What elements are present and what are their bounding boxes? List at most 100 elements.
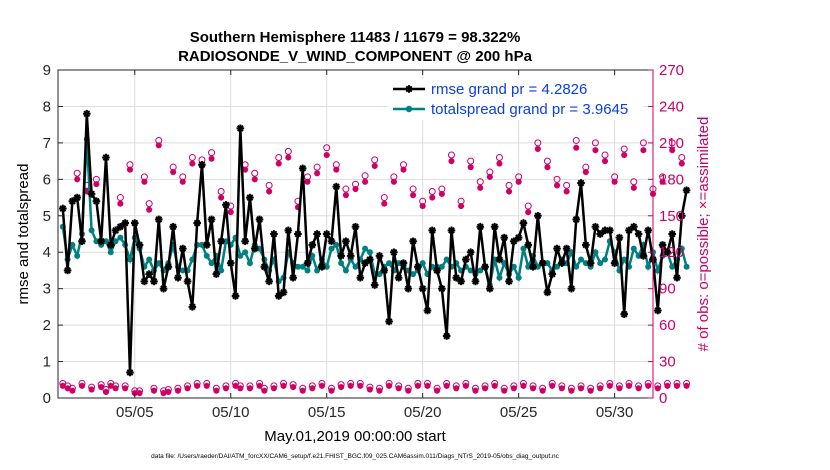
- obs-assimilated-point: [122, 385, 129, 392]
- obs-assimilated-point: [654, 385, 661, 392]
- rmse-point: [183, 277, 192, 286]
- x-tick-label: 05/10: [212, 404, 250, 421]
- obs-possible-point: [380, 194, 388, 202]
- obs-assimilated-point: [630, 184, 637, 191]
- rmse-point: [653, 306, 662, 315]
- rmse-point: [452, 273, 461, 282]
- legend-marker-spread: [405, 105, 413, 113]
- rmse-point: [658, 241, 667, 249]
- x-tick-label: 05/30: [596, 404, 634, 421]
- rmse-point: [313, 230, 321, 238]
- obs-assimilated-point: [626, 382, 633, 389]
- obs-assimilated-point: [573, 144, 580, 151]
- spread-point: [669, 263, 676, 270]
- obs-assimilated-point: [376, 387, 383, 394]
- spread-point: [496, 274, 503, 281]
- rmse-point: [677, 211, 686, 220]
- rmse-point: [538, 259, 547, 267]
- y-tick-label: 0: [43, 390, 51, 407]
- rmse-point: [577, 179, 585, 187]
- obs-assimilated-point: [673, 382, 680, 389]
- rmse-point: [404, 284, 413, 293]
- x-tick-label: 05/15: [308, 404, 346, 421]
- rmse-point: [346, 252, 355, 260]
- obs-assimilated-point: [525, 209, 532, 216]
- rmse-point: [500, 233, 509, 242]
- obs-assimilated-point: [59, 382, 66, 389]
- legend-swatch-spread: [393, 105, 425, 113]
- obs-assimilated-point: [318, 382, 325, 389]
- spread-point: [208, 260, 215, 267]
- obs-possible-point: [265, 181, 273, 189]
- obs-possible-point: [505, 181, 513, 189]
- rmse-point: [198, 160, 206, 169]
- obs-assimilated-point: [98, 384, 105, 391]
- rmse-point: [610, 259, 619, 267]
- rmse-point: [178, 244, 187, 253]
- rmse-point: [212, 270, 221, 278]
- footnote: data file: /Users/raeder/DAI/ATM_forcXX/…: [151, 453, 560, 460]
- rmse-point: [562, 244, 571, 253]
- obs-assimilated-point: [150, 387, 157, 394]
- obs-possible-point: [553, 175, 561, 183]
- obs-assimilated-point: [659, 178, 666, 185]
- obs-assimilated-point: [285, 154, 292, 161]
- obs-assimilated-point: [443, 382, 450, 389]
- obs-assimilated-point: [347, 382, 354, 389]
- spread-point: [352, 263, 359, 270]
- obs-assimilated-point: [482, 385, 489, 392]
- obs-possible-point: [313, 163, 321, 171]
- rmse-point: [366, 255, 374, 264]
- obs-assimilated-point: [438, 190, 445, 197]
- spread-point: [155, 260, 162, 267]
- rmse-point: [207, 215, 216, 224]
- rmse-point: [308, 241, 317, 249]
- rmse-point: [582, 241, 590, 249]
- rmse-point: [102, 153, 110, 162]
- obs-assimilated-point: [112, 385, 119, 392]
- y-right-tick-label: 0: [659, 390, 667, 407]
- obs-assimilated-point: [261, 387, 268, 394]
- rmse-point: [433, 266, 441, 275]
- obs-assimilated-point: [184, 385, 191, 392]
- spread-point: [198, 241, 205, 248]
- obs-assimilated-point: [338, 384, 345, 391]
- obs-assimilated-point: [222, 385, 229, 392]
- rmse-point: [246, 193, 254, 202]
- obs-assimilated-point: [558, 385, 565, 392]
- rmse-point: [265, 277, 273, 286]
- rmse-point: [250, 244, 259, 253]
- rmse-point: [126, 368, 134, 377]
- obs-assimilated-point: [179, 178, 186, 185]
- spread-point: [419, 260, 426, 267]
- rmse-point: [78, 237, 86, 246]
- obs-assimilated-point: [587, 387, 594, 394]
- rmse-point: [505, 277, 513, 286]
- rmse-point: [154, 215, 163, 224]
- spread-point: [126, 256, 133, 263]
- spread-point: [256, 245, 263, 252]
- obs-assimilated-point: [448, 158, 455, 165]
- obs-assimilated-point: [414, 382, 421, 389]
- obs-assimilated-point: [256, 382, 263, 389]
- spread-point: [621, 256, 628, 263]
- obs-possible-point: [188, 153, 196, 161]
- obs-possible-point: [116, 194, 124, 202]
- obs-assimilated-point: [597, 385, 604, 392]
- obs-possible-point: [208, 149, 216, 157]
- rmse-point: [241, 237, 249, 246]
- obs-assimilated-point: [539, 387, 546, 394]
- chart-title: Southern Hemisphere 11483 / 11679 = 98.3…: [190, 29, 521, 46]
- rmse-point: [169, 222, 177, 231]
- obs-assimilated-point: [371, 162, 378, 169]
- obs-possible-point: [275, 153, 283, 161]
- spread-point: [74, 252, 81, 259]
- obs-possible-point: [601, 151, 609, 159]
- spread-point: [520, 245, 527, 252]
- obs-assimilated-point: [621, 152, 628, 159]
- obs-assimilated-point: [429, 194, 436, 201]
- spread-point: [386, 260, 393, 267]
- spread-point: [323, 263, 330, 270]
- obs-assimilated-point: [549, 382, 556, 389]
- rmse-point: [514, 233, 523, 242]
